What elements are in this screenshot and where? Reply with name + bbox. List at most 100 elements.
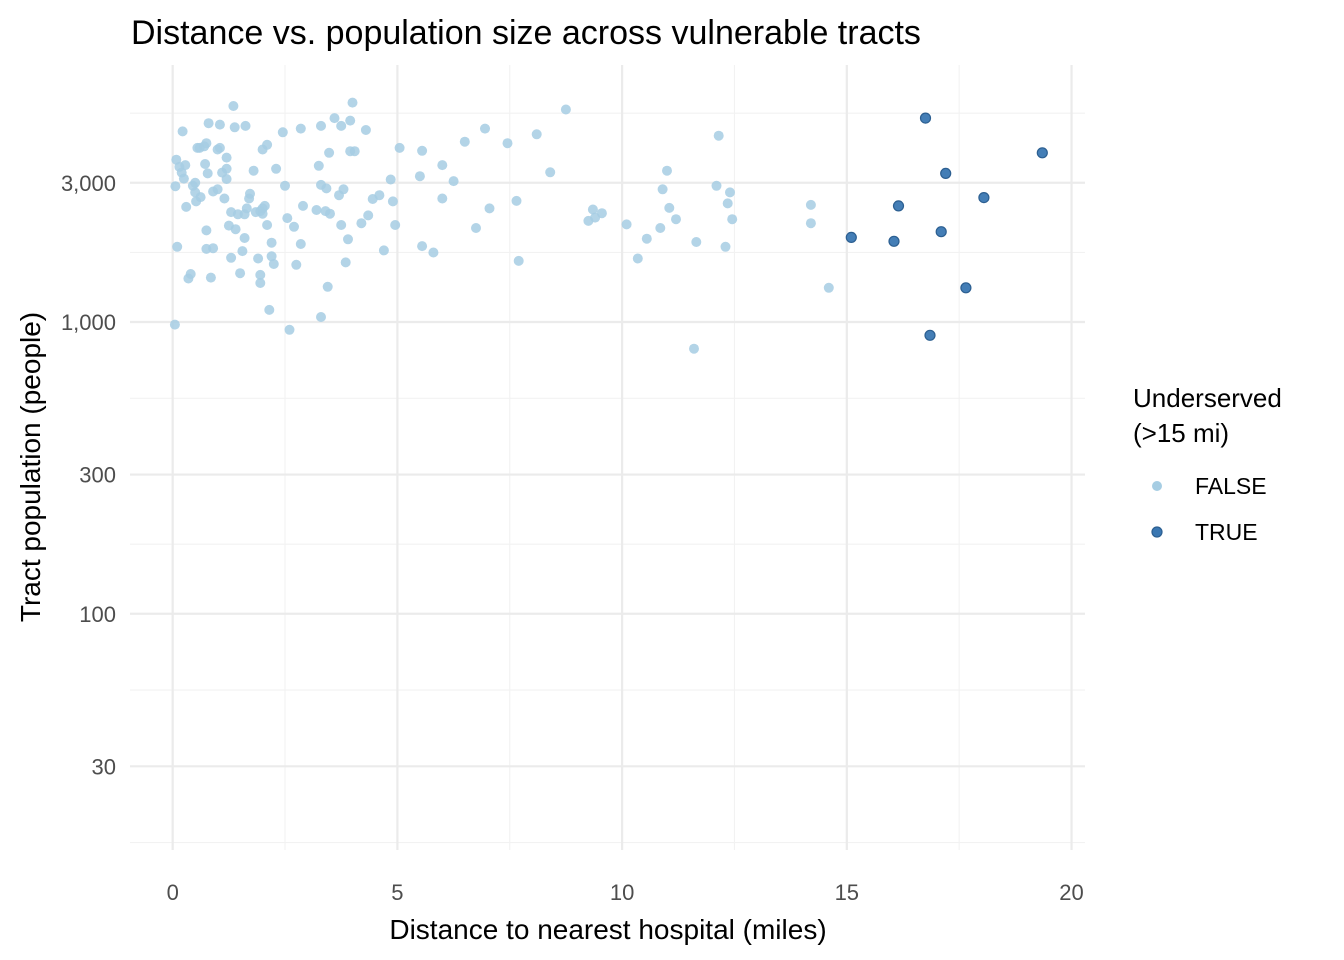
data-point [888,235,900,247]
x-axis-ticks: 0 5 10 15 20 [167,880,1084,905]
data-point [324,147,335,158]
data-point [662,165,672,176]
data-point [437,193,448,204]
data-point [313,160,324,171]
data-point [262,139,273,150]
data-point [671,214,681,225]
x-tick-label: 0 [167,880,179,905]
y-axis-title: Tract population (people) [15,312,46,622]
data-point [448,176,459,187]
y-tick-label: 100 [79,602,116,627]
data-point [178,173,189,184]
data-point [255,269,266,280]
data-point [417,145,428,156]
series-false [169,97,834,354]
data-point [845,231,857,243]
data-point [201,138,212,149]
data-point [459,136,470,147]
data-point [201,225,212,236]
data-point [691,237,702,247]
data-point [338,184,349,195]
data-point [960,282,972,294]
x-axis-title: Distance to nearest hospital (miles) [389,914,826,945]
data-point [560,104,571,115]
data-point [394,142,405,153]
data-point [596,208,607,219]
data-point [203,118,214,129]
data-point [195,192,206,203]
data-point [271,163,282,174]
data-point [240,120,251,131]
data-point [935,226,947,238]
data-point [228,101,239,111]
data-point [641,233,652,244]
data-point [363,210,374,221]
data-point [336,220,347,230]
data-point [221,163,232,174]
data-point [940,167,952,179]
data-point [259,200,270,211]
data-point [345,115,356,126]
data-point [919,112,932,124]
data-point [268,259,279,269]
data-point [280,180,290,191]
chart-title: Distance vs. population size across vuln… [131,14,921,52]
data-point [511,195,522,206]
data-point [657,184,668,195]
data-point [621,219,632,230]
x-tick-label: 5 [391,880,403,905]
data-point [208,243,219,254]
data-point [437,160,448,171]
data-point [264,304,275,315]
y-axis-ticks: 30 100 300 1,000 3,000 [61,171,116,780]
legend-items: FALSE TRUE [1151,473,1267,545]
data-point [185,269,196,279]
data-point [336,120,347,131]
series-true [845,112,1048,341]
data-point [722,198,733,209]
y-tick-label: 30 [92,754,116,779]
data-point [169,319,180,330]
data-point [471,223,481,233]
data-point [374,190,385,201]
data-point [349,146,360,157]
data-points [169,97,1048,354]
x-tick-label: 15 [835,880,859,905]
data-point [480,123,490,134]
data-point [805,218,816,229]
data-point [284,324,295,335]
data-point [202,168,213,179]
data-point [291,259,302,270]
data-point [343,234,353,245]
data-point [378,245,389,256]
data-point [390,220,401,230]
data-point [713,130,724,141]
data-point [229,122,240,133]
data-point [282,213,293,224]
data-point [181,201,192,212]
data-point [340,257,351,268]
y-tick-label: 300 [79,463,116,488]
data-point [277,127,288,138]
legend-title-line-1: Underserved [1133,383,1282,413]
data-point [417,241,428,252]
data-point [727,214,738,225]
data-point [221,174,232,184]
data-point [235,268,246,279]
data-point [360,125,371,135]
data-point [321,183,332,194]
y-tick-label: 3,000 [61,171,116,196]
legend-key-false [1152,481,1162,491]
data-point [311,205,322,215]
data-point [177,126,188,137]
data-point [1036,147,1048,159]
data-point [325,208,335,219]
data-point [545,167,556,178]
data-point [205,272,216,283]
data-point [230,224,241,235]
data-point [221,152,232,163]
data-point [257,208,268,219]
data-point [200,159,211,169]
data-point [253,253,264,264]
